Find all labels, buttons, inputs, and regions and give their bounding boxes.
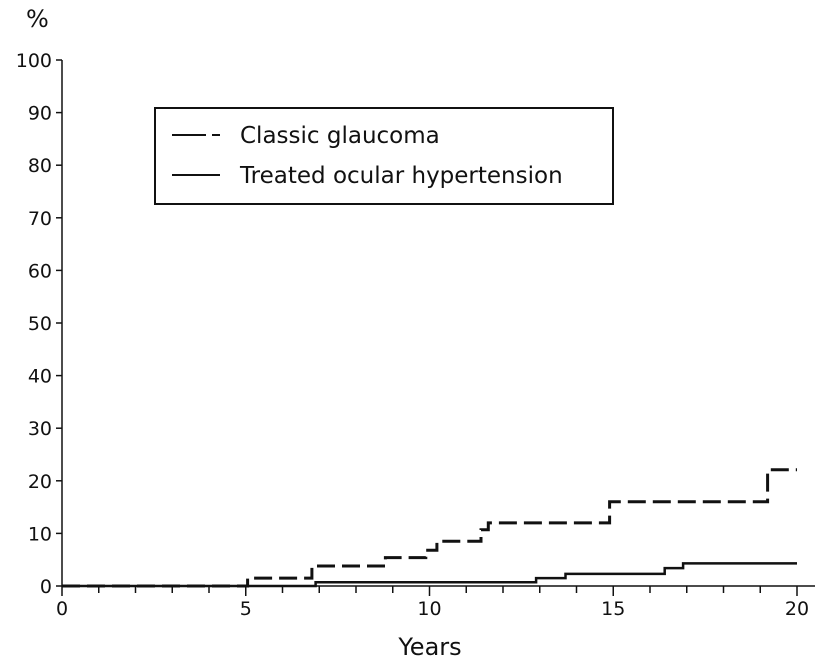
y-tick-label: 40: [28, 366, 52, 388]
y-tick-label: 70: [28, 208, 52, 230]
y-tick-label: 0: [40, 576, 52, 598]
legend-box: [154, 107, 614, 205]
x-tick-label: 0: [56, 598, 68, 620]
y-axis-title: %: [26, 5, 49, 33]
y-tick-label: 100: [16, 50, 52, 72]
x-tick-label: 10: [417, 598, 441, 620]
series-line-0: [62, 468, 797, 588]
y-tick-label: 30: [28, 418, 52, 440]
y-tick-label: 80: [28, 155, 52, 177]
y-tick-label: 90: [28, 103, 52, 125]
series-layer: [62, 468, 797, 588]
x-tick-label: 15: [601, 598, 625, 620]
legend-label-treated-ocular-hypertension: Treated ocular hypertension: [239, 163, 563, 189]
x-tick-label: 20: [785, 598, 809, 620]
x-tick-label: 5: [240, 598, 252, 620]
x-axis-title: Years: [397, 633, 461, 661]
series-line-1: [62, 562, 797, 588]
y-tick-label: 20: [28, 471, 52, 493]
y-ticks: 0 10 20 30 40 50 60 70 80 90 100: [16, 50, 62, 598]
y-tick-label: 60: [28, 260, 52, 282]
x-ticks: 0 5 10 15 20: [56, 586, 809, 620]
legend-label-classic-glaucoma: Classic glaucoma: [240, 123, 440, 149]
y-tick-label: 50: [28, 313, 52, 335]
y-tick-label: 10: [28, 523, 52, 545]
legend: Classic glaucoma Treated ocular hyperten…: [154, 107, 614, 205]
